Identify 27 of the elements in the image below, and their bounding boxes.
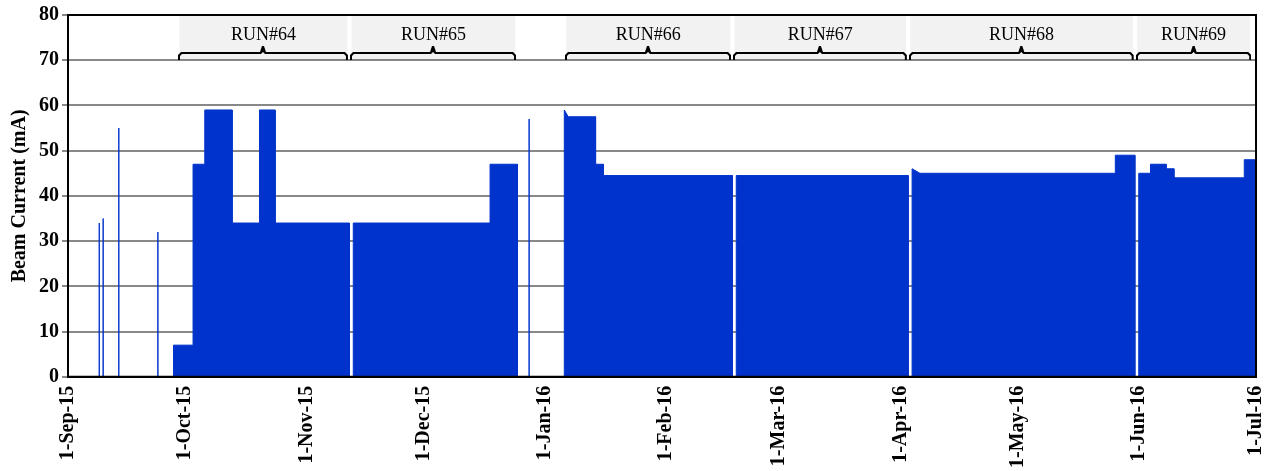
x-tick-label: 1-Jun-16 [1125, 385, 1148, 462]
x-tick-label: 1-May-16 [1004, 385, 1028, 469]
x-tick-label: 1-Nov-15 [293, 385, 316, 464]
band-label: RUN#67 [787, 23, 853, 44]
band-label: RUN#69 [1160, 23, 1226, 44]
band-label: RUN#64 [230, 23, 296, 44]
x-tick-label: 1-Apr-16 [887, 385, 911, 463]
band-label: RUN#65 [400, 23, 466, 44]
x-tick-label: 1-Oct-15 [172, 385, 195, 461]
y-tick-label: 40 [39, 183, 59, 206]
x-tick-label: 1-Jul-16 [1243, 385, 1266, 456]
x-tick-label: 1-Sep-15 [55, 385, 79, 461]
band-label: RUN#68 [989, 23, 1055, 44]
y-tick-label: 30 [39, 228, 59, 251]
y-axis-title: Beam Current (mA) [7, 109, 31, 283]
x-tick-label: 1-Feb-16 [653, 385, 676, 462]
y-tick-label: 10 [39, 318, 59, 341]
y-tick-label: 20 [39, 273, 59, 296]
x-tick-label: 1-Dec-15 [410, 385, 433, 462]
x-tick-label: 1-Jan-16 [531, 385, 554, 461]
y-tick-label: 80 [39, 2, 59, 25]
x-tick-label: 1-Mar-16 [766, 385, 789, 467]
band-label: RUN#66 [615, 23, 681, 44]
y-tick-label: 0 [49, 363, 59, 386]
y-tick-label: 50 [39, 137, 59, 160]
y-tick-label: 60 [39, 92, 59, 115]
y-tick-label: 70 [39, 47, 59, 70]
